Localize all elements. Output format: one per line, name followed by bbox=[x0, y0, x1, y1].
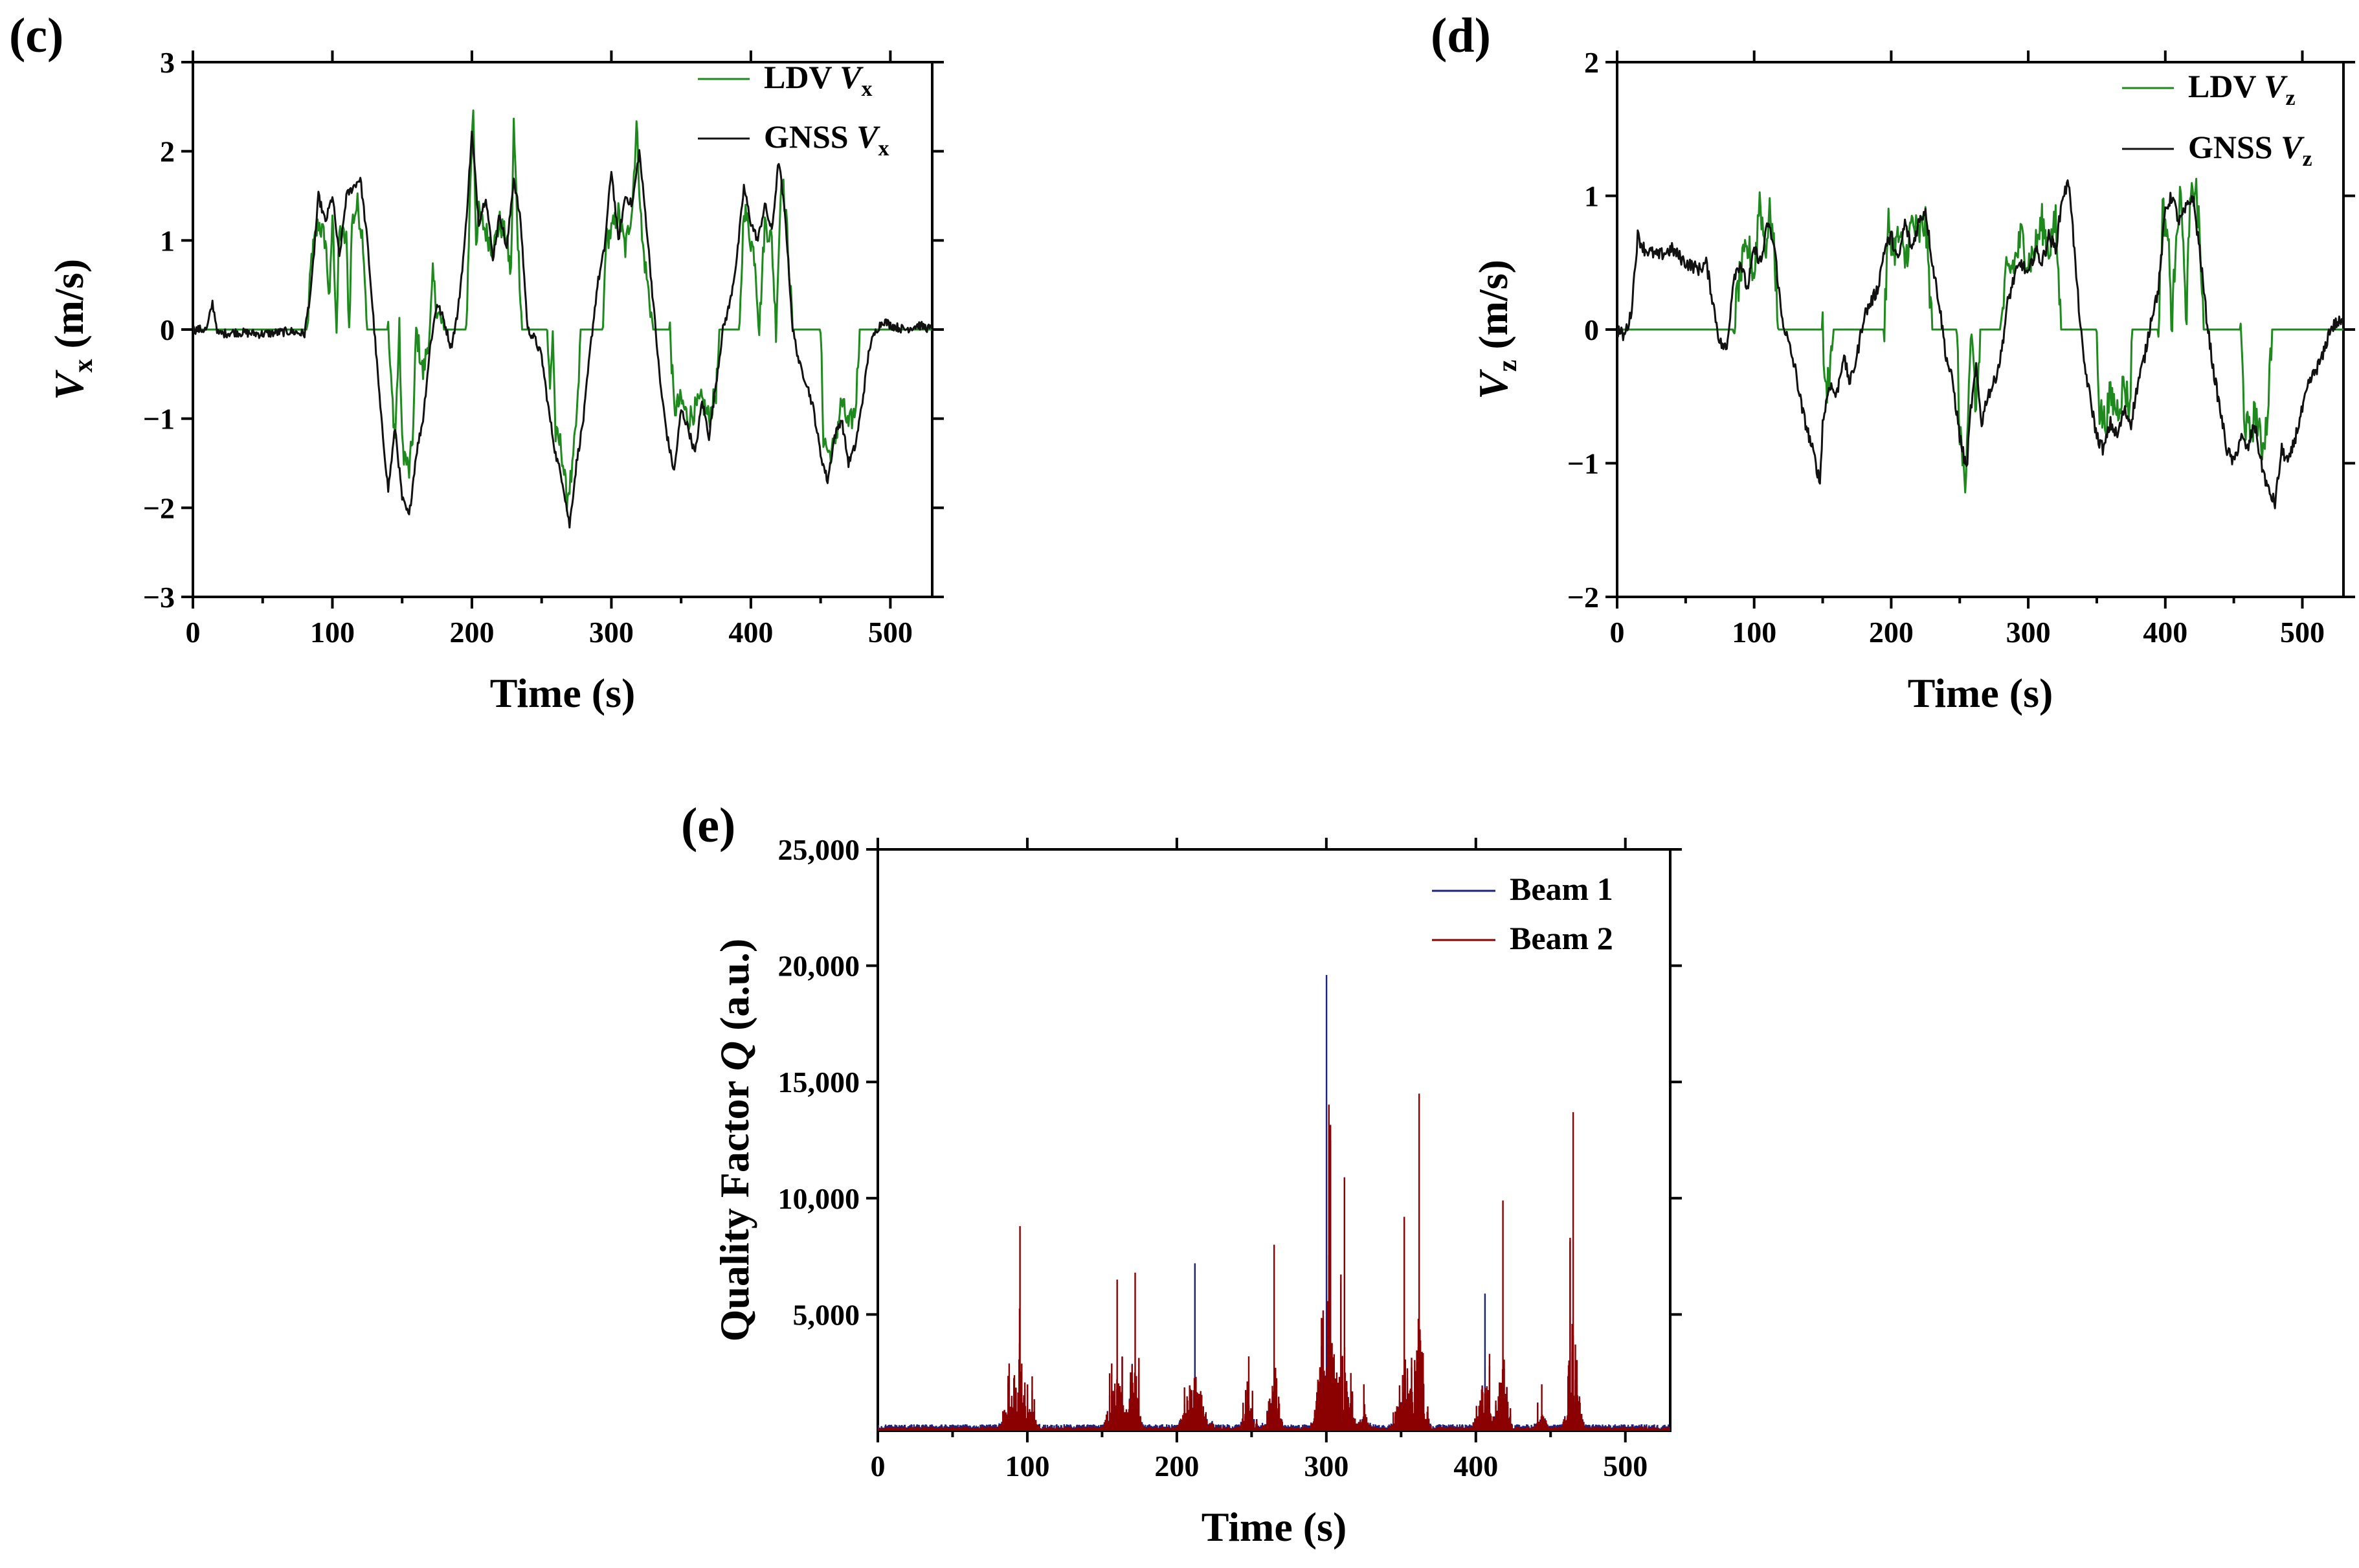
series-spikes-beam2 bbox=[878, 1093, 1670, 1431]
x-tick-label: 100 bbox=[1732, 616, 1776, 649]
x-tick-label: 200 bbox=[449, 616, 494, 649]
x-axis-title: Time (s) bbox=[1202, 1504, 1347, 1550]
y-tick-label: 2 bbox=[160, 135, 175, 168]
x-tick-label: 300 bbox=[589, 616, 634, 649]
series-group bbox=[1617, 177, 2343, 510]
legend-label-ldv: LDV Vz bbox=[2188, 68, 2296, 110]
legend-label-gnss: GNSS Vx bbox=[764, 118, 889, 161]
y-tick-label: −1 bbox=[1567, 447, 1599, 480]
y-tick-label: 0 bbox=[1584, 313, 1599, 346]
x-tick-label: 400 bbox=[2143, 616, 2187, 649]
panel-label-d: (d) bbox=[1431, 8, 1491, 63]
x-tick-label: 0 bbox=[186, 616, 201, 649]
legend-label-beam2: Beam 2 bbox=[1510, 920, 1613, 956]
y-tick-label: −1 bbox=[143, 403, 175, 436]
panel-d-vz: (d) 0 100 200 300 400 500 −2 −1 0 1 2 Time (s) Vz (m… bbox=[1431, 8, 2355, 716]
y-tick-label: 1 bbox=[160, 224, 175, 257]
x-axis-title: Time (s) bbox=[490, 670, 636, 716]
y-tick-label: 5,000 bbox=[793, 1298, 860, 1331]
panel-label-c: (c) bbox=[9, 8, 63, 63]
x-tick-label: 200 bbox=[1154, 1450, 1199, 1483]
panel-label-e: (e) bbox=[681, 798, 735, 853]
series-group bbox=[193, 109, 932, 529]
x-tick-label: 400 bbox=[1453, 1450, 1498, 1483]
y-tick-label: −3 bbox=[143, 581, 175, 614]
x-tick-label: 500 bbox=[1603, 1450, 1648, 1483]
legend-label-ldv: LDV Vx bbox=[764, 59, 873, 101]
x-tick-label: 0 bbox=[871, 1450, 886, 1483]
y-tick-label: 1 bbox=[1584, 180, 1599, 213]
plot-area-d: 0 100 200 300 400 500 −2 −1 0 1 2 Time (s) Vz (m/s) L… bbox=[1470, 46, 2355, 716]
y-tick-label: 0 bbox=[160, 313, 175, 346]
legend-label-gnss: GNSS Vz bbox=[2188, 129, 2312, 171]
y-tick-label: 20,000 bbox=[778, 950, 860, 983]
y-tick-label: 10,000 bbox=[778, 1182, 860, 1215]
legend-label-beam1: Beam 1 bbox=[1510, 871, 1613, 907]
y-axis-title: Quality Factor Q (a.u.) bbox=[711, 939, 757, 1342]
plot-area-e: 0 100 200 300 400 500 5,000 10,000 15,000 20,000 2… bbox=[711, 833, 1682, 1550]
plot-area-c: 0 100 200 300 400 500 −3 −2 −1 0 1 2 3 Time (s) Vx (m/… bbox=[46, 46, 944, 716]
y-axis-title: Vx (m/s) bbox=[46, 259, 98, 400]
panel-e-quality-factor: (e) 0 100 200 300 400 500 5,000 10,000 15,000 20,… bbox=[681, 798, 1682, 1550]
x-tick-label: 100 bbox=[1005, 1450, 1049, 1483]
x-tick-label: 300 bbox=[1304, 1450, 1348, 1483]
series-line-gnss bbox=[1617, 179, 2343, 510]
panel-c-vx: (c) 0 100 200 300 400 500 −3 −2 −1 0 1 2 3 Time (s) Vx… bbox=[9, 8, 944, 716]
y-tick-label: −2 bbox=[1567, 581, 1599, 614]
y-tick-label: 15,000 bbox=[778, 1066, 860, 1099]
x-tick-label: 400 bbox=[728, 616, 773, 649]
series-line-gnss bbox=[193, 130, 932, 529]
y-tick-label: 25,000 bbox=[778, 833, 860, 866]
x-axis-title: Time (s) bbox=[1908, 670, 2053, 716]
y-tick-label: 3 bbox=[160, 46, 175, 79]
x-tick-label: 300 bbox=[2006, 616, 2051, 649]
series-line-ldv bbox=[193, 109, 932, 512]
y-axis-title: Vz (m/s) bbox=[1470, 260, 1523, 399]
x-tick-label: 500 bbox=[868, 616, 913, 649]
x-tick-label: 100 bbox=[310, 616, 355, 649]
y-tick-label: 2 bbox=[1584, 46, 1599, 79]
series-group bbox=[878, 975, 1670, 1431]
x-tick-label: 0 bbox=[1610, 616, 1625, 649]
y-tick-label: −2 bbox=[143, 491, 175, 524]
x-tick-label: 500 bbox=[2280, 616, 2325, 649]
x-tick-label: 200 bbox=[1869, 616, 1914, 649]
series-line-ldv bbox=[1617, 177, 2343, 494]
